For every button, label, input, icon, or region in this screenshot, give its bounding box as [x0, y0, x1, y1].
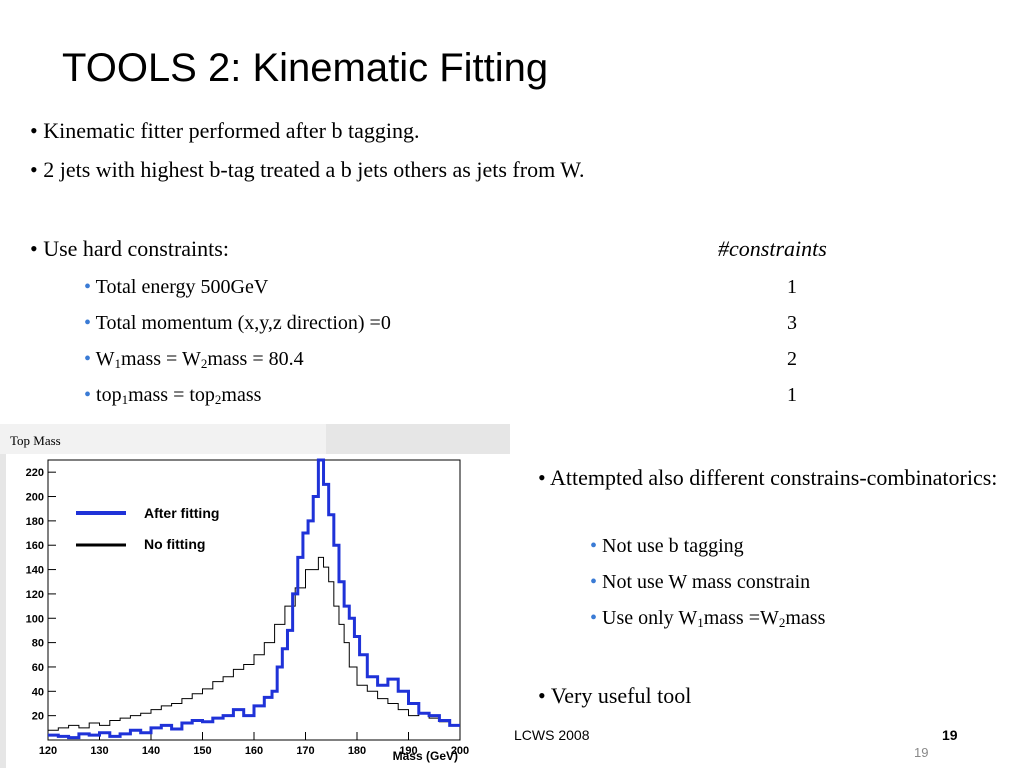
slide-title: TOOLS 2: Kinematic Fitting	[62, 46, 549, 90]
constraint-label-part: W	[95, 348, 115, 370]
bullet-hard-constraints: • Use hard constraints:	[30, 236, 229, 262]
constraint-label-part: mass = top	[128, 384, 215, 406]
bullet-marker: •	[538, 683, 546, 708]
bullet-attempted: • Attempted also different constrains-co…	[538, 464, 998, 492]
constraints-header: #constraints	[718, 236, 827, 261]
bullet-marker: •	[538, 465, 546, 490]
bullet-marker: •	[590, 571, 598, 593]
subscript: 2	[214, 392, 222, 407]
x-tick-label: 170	[296, 745, 314, 757]
y-axis: 20 40 60 80 100 120 140 160 180 200 220	[26, 467, 56, 723]
constraint-count: 1	[787, 384, 797, 406]
bullet-text: Very useful tool	[550, 683, 692, 708]
constraint-label-part: mass = 80.4	[207, 348, 304, 370]
bullet-b-tag-jets: • 2 jets with highest b-tag treated a b …	[30, 157, 585, 183]
y-tick-label: 120	[26, 589, 44, 601]
x-tick-label: 130	[90, 745, 108, 757]
bullet-marker: •	[30, 118, 38, 143]
bullet-text: Kinematic fitter performed after b taggi…	[43, 118, 420, 143]
legend: After fitting No fitting	[76, 505, 219, 552]
constraint-item: • W1mass = W2mass = 80.4	[84, 347, 304, 376]
constraint-item: • top1mass = top2mass	[84, 383, 261, 412]
bullet-marker: •	[590, 535, 598, 557]
footer-conference: LCWS 2008	[514, 727, 590, 743]
y-tick-label: 160	[26, 540, 44, 552]
y-tick-label: 80	[32, 638, 44, 650]
bullet-text: Not use W mass constrain	[602, 571, 811, 593]
constraint-count: 1	[787, 276, 797, 298]
constraint-label-part: top	[96, 384, 122, 406]
subscript: 1	[121, 392, 129, 407]
footer-page-number: 19	[942, 727, 958, 743]
sub-bullet-no-btag: • Not use b tagging	[590, 534, 744, 558]
bullet-text: Not use b tagging	[602, 535, 744, 557]
constraint-label-part: mass	[221, 384, 262, 406]
bullet-useful-tool: • Very useful tool	[538, 682, 691, 710]
constraint-item: • Total momentum (x,y,z direction) =0	[84, 311, 391, 335]
x-tick-label: 150	[193, 745, 211, 757]
bullet-text: Attempted also different constrains-comb…	[550, 465, 998, 490]
chart-title-box	[0, 424, 326, 454]
subscript: 2	[778, 615, 786, 630]
bullet-text: Use hard constraints:	[43, 236, 229, 261]
constraint-label: Total momentum (x,y,z direction) =0	[95, 312, 391, 334]
subscript: 2	[200, 356, 208, 371]
y-tick-label: 200	[26, 492, 44, 504]
x-axis: 120 130 140 150 160 170 180 190 200	[39, 732, 469, 757]
y-tick-label: 20	[32, 711, 44, 723]
x-tick-label: 180	[348, 745, 366, 757]
x-tick-label: 190	[399, 745, 417, 757]
constraint-item: • Total energy 500GeV	[84, 275, 268, 299]
y-tick-label: 140	[26, 565, 44, 577]
subscript: 1	[114, 356, 122, 371]
chart-title: Top Mass	[10, 433, 61, 448]
bullet-text: 2 jets with highest b-tag treated a b je…	[43, 157, 585, 182]
x-axis-label: Mass (GeV)	[393, 749, 458, 763]
plot-area	[47, 459, 461, 741]
sub-bullet-w-mass-only: • Use only W1mass =W2mass	[590, 606, 825, 635]
x-tick-label: 160	[245, 745, 263, 757]
bullet-marker: •	[84, 348, 92, 370]
slide-number: 19	[914, 745, 929, 760]
constraint-label-part: mass = W	[121, 348, 201, 370]
bullet-marker: •	[30, 157, 38, 182]
series-after-fitting	[48, 458, 460, 740]
bullet-kinematic-fitter: • Kinematic fitter performed after b tag…	[30, 118, 420, 144]
y-tick-label: 60	[32, 662, 44, 674]
bullet-text-part: mass	[785, 607, 826, 629]
bullet-marker: •	[590, 607, 598, 629]
subscript: 1	[697, 615, 704, 630]
series-no-fitting	[48, 556, 460, 731]
x-tick-label: 140	[142, 745, 160, 757]
bullet-text-part: Use only W	[602, 607, 698, 629]
constraint-count: 3	[787, 312, 797, 334]
y-tick-label: 180	[26, 516, 44, 528]
y-tick-label: 100	[26, 613, 44, 625]
bullet-marker: •	[84, 384, 92, 406]
x-tick-label: 200	[451, 745, 469, 757]
bullet-text-part: mass =W	[703, 607, 779, 629]
y-tick-label: 40	[32, 686, 44, 698]
constraint-count: 2	[787, 348, 797, 370]
top-mass-histogram: Top Mass 20 40 60 80 100 120 140 160 180 200 220 1…	[0, 424, 510, 768]
y-tick-label: 220	[26, 467, 44, 479]
constraint-label: Total energy 500GeV	[95, 276, 269, 298]
legend-label-after-fitting: After fitting	[144, 505, 219, 521]
top-mass-chart-panel: Top Mass 20 40 60 80 100 120 140 160 180 200 220 1…	[0, 424, 510, 768]
legend-label-no-fitting: No fitting	[144, 536, 205, 552]
series-group	[48, 458, 460, 740]
bullet-marker: •	[84, 312, 92, 334]
sub-bullet-no-w-mass: • Not use W mass constrain	[590, 570, 810, 594]
x-tick-label: 120	[39, 745, 57, 757]
bullet-marker: •	[84, 276, 92, 298]
bullet-marker: •	[30, 236, 38, 261]
